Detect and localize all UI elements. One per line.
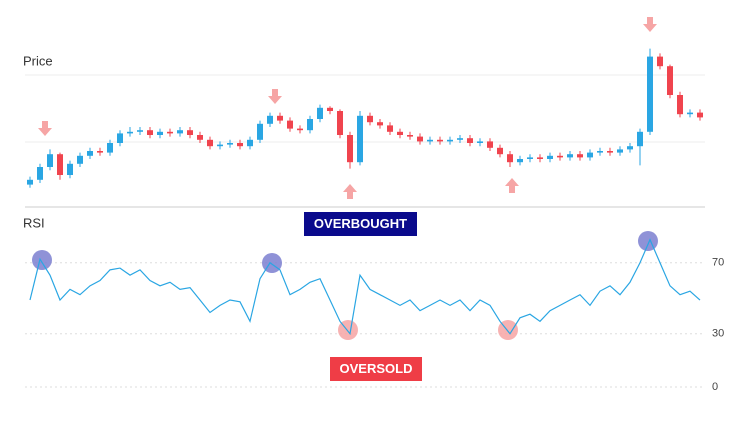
candle-body <box>147 130 153 135</box>
candle-body <box>47 154 53 167</box>
rsi-line <box>29 238 701 336</box>
candle-body <box>287 120 293 129</box>
candle-body <box>367 115 373 123</box>
candle-body <box>377 122 383 126</box>
candle-body <box>197 135 203 140</box>
candle-body <box>647 56 653 132</box>
candle-body <box>137 130 143 132</box>
candle-body <box>117 133 123 143</box>
candle-body <box>427 139 433 142</box>
overbought-circle <box>32 250 52 270</box>
candle-body <box>107 143 113 153</box>
candle-body <box>327 107 333 111</box>
oversold-label: OVERSOLD <box>340 361 413 376</box>
candle-body <box>417 136 423 142</box>
candle-body <box>407 135 413 137</box>
candle-body <box>517 159 523 163</box>
candle-body <box>527 157 533 159</box>
candle-body <box>357 115 363 163</box>
candle-body <box>687 112 693 115</box>
candle-body <box>667 66 673 95</box>
candle-body <box>657 56 663 67</box>
candle-body <box>27 179 33 185</box>
price-title: Price <box>23 53 53 68</box>
candle-body <box>127 131 133 134</box>
candle-body <box>467 138 473 143</box>
arrows <box>38 17 657 199</box>
overbought-label: OVERBOUGHT <box>314 216 407 231</box>
candle-body <box>297 128 303 131</box>
candle-body <box>57 154 63 175</box>
candle-body <box>477 141 483 143</box>
candle-body <box>207 139 213 147</box>
y-tick-label: 70 <box>712 257 724 269</box>
signal-circles <box>32 231 658 340</box>
candle-body <box>497 147 503 155</box>
candle-body <box>487 141 493 148</box>
oversold-badge <box>330 357 422 381</box>
candle-body <box>77 155 83 164</box>
candle-body <box>227 143 233 145</box>
candle-body <box>237 143 243 147</box>
candle-body <box>677 95 683 115</box>
candle-body <box>607 151 613 153</box>
overbought-circle <box>638 231 658 251</box>
candle-body <box>447 139 453 142</box>
y-tick-label: 30 <box>712 328 724 340</box>
candle-body <box>627 146 633 150</box>
candle-body <box>67 163 73 175</box>
candle-body <box>507 154 513 163</box>
candle-body <box>157 131 163 135</box>
candle-body <box>97 151 103 153</box>
candle-body <box>697 112 703 118</box>
candle-body <box>247 139 253 147</box>
candle-body <box>537 157 543 159</box>
up-arrow <box>505 178 519 193</box>
candle-body <box>277 115 283 121</box>
down-arrow <box>38 121 52 136</box>
candle-body <box>317 107 323 119</box>
candle-body <box>397 131 403 135</box>
candle-body <box>267 115 273 124</box>
candle-body <box>597 151 603 153</box>
candle-body <box>637 131 643 147</box>
candle-body <box>167 131 173 134</box>
rsi-title: RSI <box>23 215 45 230</box>
candle-body <box>187 130 193 135</box>
down-arrow <box>643 17 657 32</box>
candle-body <box>347 135 353 163</box>
down-arrow <box>268 89 282 104</box>
candle-body <box>307 119 313 131</box>
candle-body <box>587 152 593 158</box>
candle-body <box>257 123 263 140</box>
candle-body <box>177 130 183 134</box>
candle-body <box>387 125 393 132</box>
candle-body <box>457 138 463 140</box>
candle-body <box>437 139 443 142</box>
candle-body <box>577 154 583 158</box>
up-arrow <box>343 184 357 199</box>
candle-body <box>87 151 93 156</box>
candle-body <box>217 144 223 147</box>
candle-body <box>547 155 553 159</box>
candle-body <box>567 154 573 158</box>
candle-body <box>37 167 43 180</box>
candle-body <box>337 111 343 135</box>
overbought-badge <box>304 212 417 236</box>
y-tick-label: 0 <box>712 381 718 393</box>
candle-body <box>557 155 563 158</box>
candle-body <box>617 149 623 153</box>
